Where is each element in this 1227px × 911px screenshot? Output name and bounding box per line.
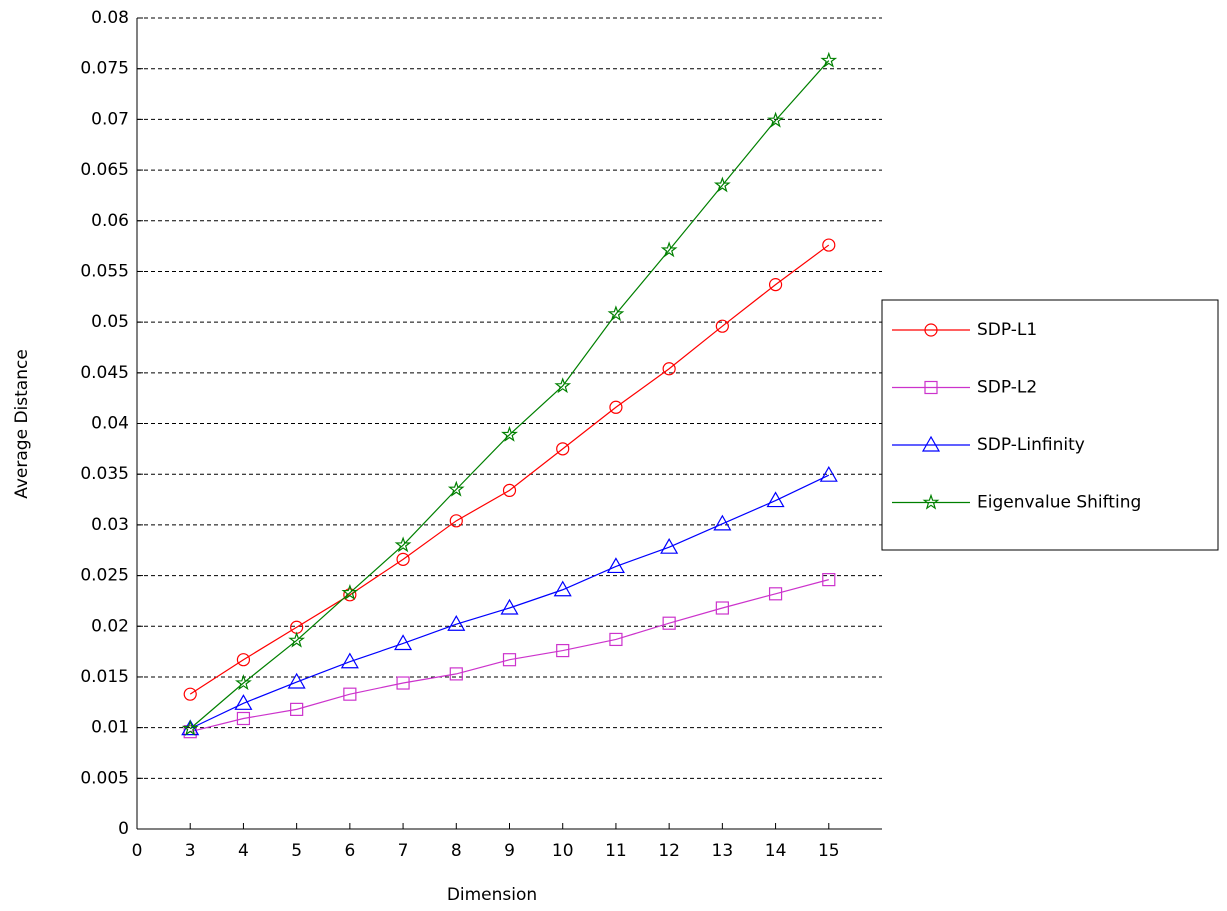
marker bbox=[448, 616, 464, 630]
y-tick-label: 0.015 bbox=[80, 667, 129, 687]
y-tick-label: 0.02 bbox=[91, 616, 129, 636]
legend-label: SDP-Linfinity bbox=[977, 435, 1085, 455]
x-tick-label: 13 bbox=[712, 841, 734, 861]
marker bbox=[768, 493, 784, 507]
x-tick-label: 3 bbox=[185, 841, 196, 861]
x-tick-label: 4 bbox=[238, 841, 249, 861]
marker bbox=[289, 674, 305, 688]
marker bbox=[608, 558, 624, 572]
y-tick-label: 0.035 bbox=[80, 464, 129, 484]
y-tick-label: 0.08 bbox=[91, 8, 129, 28]
marker bbox=[395, 635, 411, 649]
chart: Dimension Average Distance 0 0.005 0.01 0.0… bbox=[0, 0, 1227, 911]
x-tick-label: 15 bbox=[818, 841, 840, 861]
y-tick-label: 0.025 bbox=[80, 566, 129, 586]
series-line bbox=[190, 245, 829, 694]
y-tick-label: 0.06 bbox=[91, 211, 129, 231]
series-line bbox=[190, 475, 829, 728]
x-tick-label: 8 bbox=[451, 841, 462, 861]
y-tick-label: 0.07 bbox=[91, 109, 129, 129]
marker bbox=[342, 654, 358, 668]
y-tick-label: 0.045 bbox=[80, 363, 129, 383]
x-tick-label: 7 bbox=[398, 841, 409, 861]
y-tick-label: 0 bbox=[118, 819, 129, 839]
y-tick-label: 0.055 bbox=[80, 261, 129, 281]
x-tick-label: 0 bbox=[132, 841, 143, 861]
marker bbox=[822, 54, 835, 67]
marker bbox=[235, 695, 251, 709]
marker bbox=[661, 539, 677, 553]
marker bbox=[555, 582, 571, 596]
x-axis-label: Dimension bbox=[447, 885, 537, 905]
y-axis-label: Average Distance bbox=[12, 349, 32, 499]
marker bbox=[714, 516, 730, 530]
x-tick-label: 14 bbox=[765, 841, 787, 861]
series-line bbox=[190, 580, 829, 732]
legend-label: SDP-L2 bbox=[977, 378, 1037, 398]
x-tick-label: 10 bbox=[552, 841, 574, 861]
x-tick-label: 11 bbox=[605, 841, 627, 861]
y-tick-label: 0.05 bbox=[91, 312, 129, 332]
y-tick-label: 0.01 bbox=[91, 718, 129, 738]
y-tick-label: 0.065 bbox=[80, 160, 129, 180]
y-tick-label: 0.075 bbox=[80, 59, 129, 79]
legend-box bbox=[882, 300, 1218, 550]
legend-label: Eigenvalue Shifting bbox=[977, 493, 1141, 513]
y-tick-label: 0.005 bbox=[80, 768, 129, 788]
y-tick-label: 0.03 bbox=[91, 515, 129, 535]
marker bbox=[502, 600, 518, 614]
series-line bbox=[190, 61, 829, 729]
legend-label: SDP-L1 bbox=[977, 320, 1037, 340]
x-tick-label: 9 bbox=[504, 841, 515, 861]
x-tick-label: 6 bbox=[344, 841, 355, 861]
x-tick-label: 5 bbox=[291, 841, 302, 861]
x-tick-label: 12 bbox=[658, 841, 680, 861]
page: {"chart_data": {"type": "line", "x": [3,… bbox=[0, 0, 1227, 911]
y-tick-label: 0.04 bbox=[91, 414, 129, 434]
